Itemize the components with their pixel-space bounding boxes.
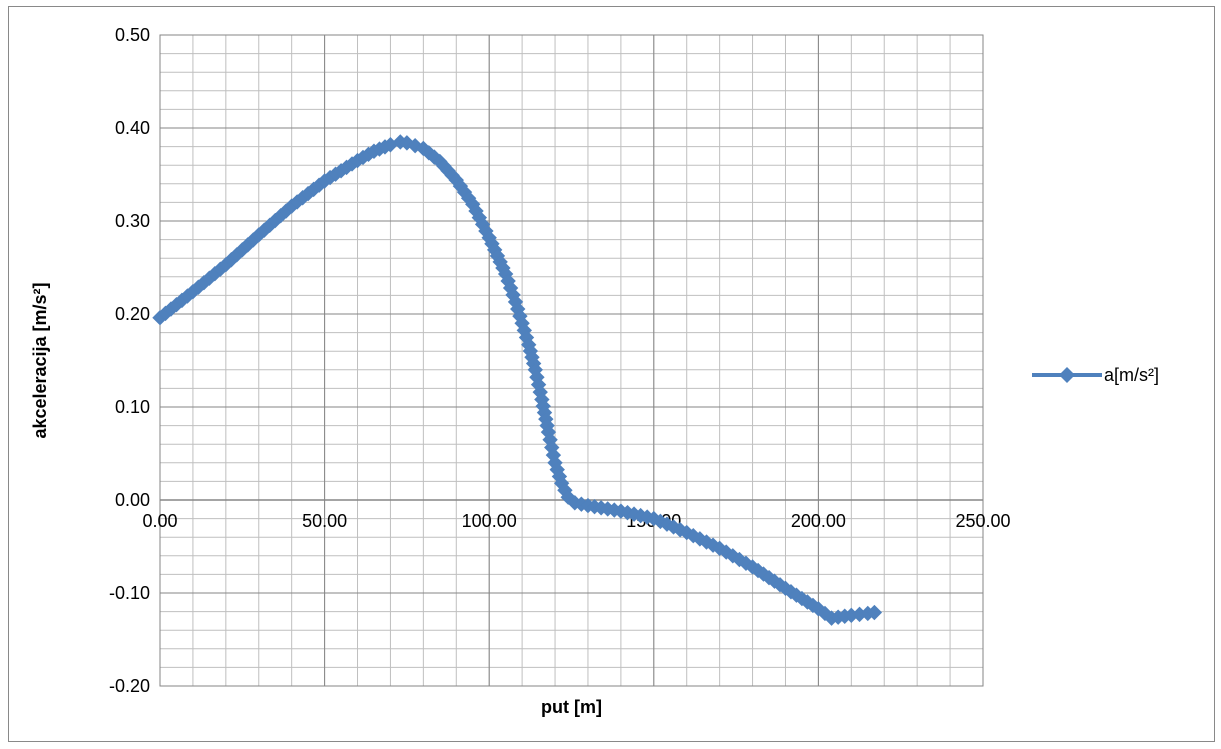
y-tick-label: 0.50 [115, 25, 150, 45]
legend-label: a[m/s²] [1104, 365, 1159, 385]
x-tick-label: 0.00 [142, 511, 177, 531]
plot-area-border [159, 34, 984, 687]
x-tick-label: 200.00 [791, 511, 846, 531]
y-tick-label: 0.20 [115, 304, 150, 324]
series-layer [152, 134, 883, 626]
y-tick-label: -0.20 [109, 676, 150, 696]
legend-marker-icon [1059, 367, 1075, 383]
chart-frame: -0.20 -0.10 0.00 0.10 0.20 0.30 0.40 0.50 0.00 50… [8, 6, 1215, 742]
x-tick-label: 100.00 [462, 511, 517, 531]
y-tick-label: -0.10 [109, 583, 150, 603]
y-tick-label: 0.00 [115, 490, 150, 510]
x-axis-title: put [m] [541, 697, 602, 717]
data-point-marker [866, 604, 883, 621]
y-tick-label: 0.40 [115, 118, 150, 138]
legend: a[m/s²] [1032, 365, 1159, 385]
y-tick-label: 0.30 [115, 211, 150, 231]
y-tick-label: 0.10 [115, 397, 150, 417]
tick-label-layer: -0.20 -0.10 0.00 0.10 0.20 0.30 0.40 0.50 0.00 50… [109, 25, 1011, 696]
x-tick-label: 250.00 [955, 511, 1010, 531]
grid-layer [159, 34, 984, 687]
chart-svg: -0.20 -0.10 0.00 0.10 0.20 0.30 0.40 0.50 0.00 50… [30, 25, 1159, 717]
x-tick-label: 50.00 [302, 511, 347, 531]
series-line [158, 139, 875, 621]
y-axis-title: akceleracija [m/s²] [30, 282, 50, 438]
